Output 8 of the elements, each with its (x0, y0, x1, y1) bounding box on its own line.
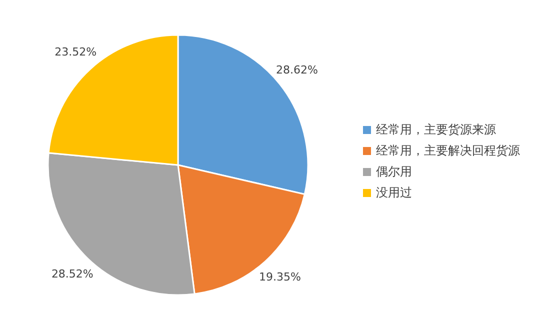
data-label: 28.52% (51, 267, 94, 280)
data-label: 23.52% (54, 46, 97, 59)
data-label: 19.35% (259, 270, 301, 284)
legend-label: 没用过 (376, 185, 412, 200)
data-label: 28.62% (276, 63, 318, 76)
legend-label: 经常用，主要解决回程货源 (376, 143, 520, 158)
legend-label: 偶尔用 (376, 164, 412, 178)
legend-label: 经常用，主要货源来源 (376, 122, 496, 136)
